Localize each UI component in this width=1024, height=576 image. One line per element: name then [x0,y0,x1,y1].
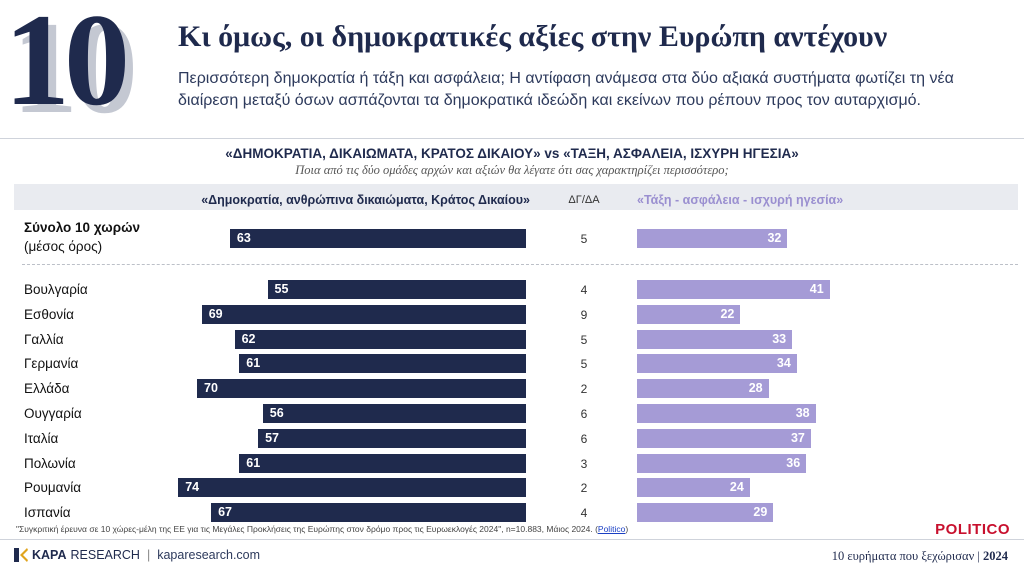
chart-title: «ΔΗΜΟΚΡΑΤΙΑ, ΔΙΚΑΙΩΜΑΤΑ, ΚΡΑΤΟΣ ΔΙΚΑΙΟΥ»… [225,146,799,161]
dk-na-value: 4 [580,283,588,297]
democracy-value-label: 61 [246,356,261,370]
dk-na-value: 6 [580,407,588,421]
democracy-bar: 67 [211,503,526,522]
dk-na-value: 2 [580,382,588,396]
order-bar: 38 [637,404,816,423]
country-label: Ρουμανία [24,480,82,495]
order-value-label: 22 [720,307,735,321]
country-label: Εσθονία [24,307,74,322]
page-title: Κι όμως, οι δημοκρατικές αξίες στην Ευρώ… [178,20,888,53]
order-bar: 28 [637,379,769,398]
country-label: Ιταλία [24,431,59,446]
democracy-bar: 57 [258,429,526,448]
country-label: Ελλάδα [24,381,70,396]
brand-site[interactable]: kaparesearch.com [157,548,261,562]
democracy-bar: 63 [229,229,526,248]
series-tag: 10 ευρήματα που ξεχώρισαν | 2024 [831,549,1008,563]
brand-research: RESEARCH [70,548,140,562]
footnote: "Συγκριτική έρευνα σε 10 χώρες-μέλη της … [16,524,628,534]
country-label: Ουγγαρία [24,406,82,421]
big-number: 10 [4,0,130,133]
country-label: Γαλλία [24,332,64,347]
democracy-bar: 69 [201,305,526,324]
democracy-bar: 70 [197,379,526,398]
democracy-value-label: 74 [185,480,200,494]
order-value-label: 28 [748,381,763,395]
democracy-value-label: 67 [218,505,232,519]
order-bar: 36 [637,454,807,473]
dk-na-value: 6 [580,432,588,446]
page-subtitle: Περισσότερη δημοκρατία ή τάξη και ασφάλε… [178,70,954,109]
order-bar: 24 [637,478,750,497]
order-bar: 37 [637,429,811,448]
order-value-label: 32 [767,231,782,245]
total-label-sub: (μέσος όρος) [24,239,103,254]
democracy-value-label: 70 [204,381,218,395]
bottom-divider [0,539,1024,540]
democracy-bar: 74 [178,478,526,497]
democracy-value-label: 57 [265,431,279,445]
right-series-header: «Τάξη - ασφάλεια - ισχυρή ηγεσία» [637,193,844,207]
order-value-label: 38 [795,406,810,420]
footnote-source-link[interactable]: Politico [597,524,626,534]
dk-na-value: 5 [580,357,588,371]
footnote-end: ) [625,524,629,534]
brand-separator: | [146,548,151,562]
total-row-label: Σύνολο 10 χωρών (μέσος όρος) [24,218,140,256]
order-value-label: 36 [786,456,801,470]
democracy-value-label: 55 [274,282,289,296]
dk-na-value: 5 [580,333,588,347]
footnote-text: "Συγκριτική έρευνα σε 10 χώρες-μέλη της … [16,524,598,534]
left-series-header: «Δημοκρατία, ανθρώπινα δικαιώματα, Κράτο… [201,193,530,207]
democracy-value-label: 61 [246,456,261,470]
dk-na-value: 3 [580,457,588,471]
order-value-label: 34 [776,356,791,370]
order-bar: 34 [637,354,797,373]
kapa-research-brand: KAPA RESEARCH | kaparesearch.com [14,548,260,562]
democracy-bar: 56 [262,404,526,423]
order-value-label: 37 [790,431,805,445]
chart-question: Ποια από τις δύο ομάδες αρχών και αξιών … [295,163,729,177]
top-divider [0,138,1024,139]
country-label: Γερμανία [24,356,79,371]
country-label: Πολωνία [24,456,76,471]
order-bar: 22 [637,305,741,324]
democracy-bar: 61 [239,454,526,473]
politico-logo: POLITICO [935,521,1010,538]
order-bar: 33 [637,330,793,349]
order-bar: 32 [637,229,788,248]
dk-na-value: 5 [580,232,588,246]
democracy-value-label: 56 [269,406,284,420]
dashed-separator [22,264,1018,265]
brand-kapa: KAPA [32,548,67,562]
order-value-label: 29 [753,505,768,519]
democracy-bar: 55 [267,280,526,299]
democracy-value-label: 62 [241,332,256,346]
order-value-label: 41 [809,282,824,296]
order-bar: 41 [637,280,830,299]
democracy-value-label: 69 [208,307,223,321]
series-year: 2024 [983,549,1008,563]
kapa-logo-icon [14,548,28,562]
order-value-label: 33 [772,332,787,346]
series-tag-text: 10 ευρήματα που ξεχώρισαν [831,549,975,563]
middle-column-header: ΔΓ/ΔΑ [568,194,600,206]
country-label: Βουλγαρία [24,282,88,297]
dk-na-value: 9 [580,308,588,322]
country-label: Ισπανία [24,505,71,520]
total-label-bold: Σύνολο 10 χωρών [24,220,140,235]
democracy-value-label: 63 [236,231,251,245]
dk-na-value: 2 [580,481,588,495]
dk-na-value: 4 [580,506,588,520]
democracy-bar: 62 [234,330,526,349]
order-bar: 29 [637,503,774,522]
order-value-label: 24 [729,480,744,494]
chart-header-band [14,184,1018,210]
democracy-bar: 61 [239,354,526,373]
